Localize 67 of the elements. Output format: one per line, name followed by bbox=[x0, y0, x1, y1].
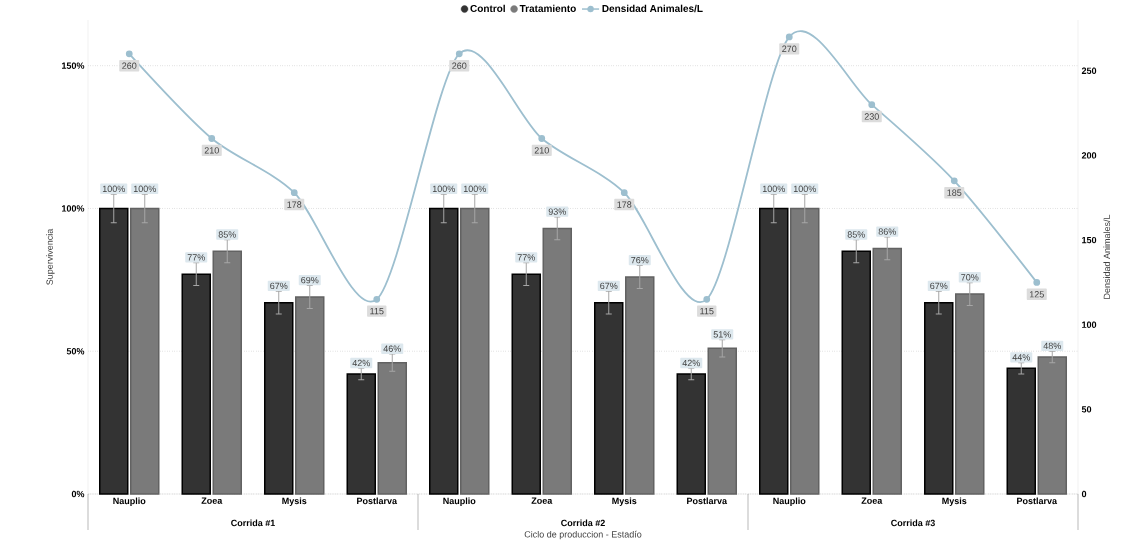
data-label: 230 bbox=[864, 113, 879, 120]
text: Corrida #2 bbox=[561, 519, 605, 527]
text: Corrida #1 bbox=[231, 519, 275, 527]
data-label: 44% bbox=[1012, 354, 1030, 361]
data-label: 260 bbox=[122, 62, 137, 69]
data-label: 51% bbox=[713, 331, 731, 338]
data-label: 77% bbox=[517, 254, 535, 261]
data-label: 178 bbox=[617, 201, 632, 208]
data-label: 69% bbox=[301, 276, 319, 284]
y2-tick-label: 250 bbox=[1081, 67, 1097, 74]
data-label: 100% bbox=[432, 185, 455, 192]
data-label: 93% bbox=[548, 208, 566, 215]
data-label: 86% bbox=[878, 228, 896, 235]
x-tick-label: Zoea bbox=[861, 497, 883, 504]
x-tick-label: Mysis bbox=[282, 497, 307, 506]
x-tick-label: Nauplio bbox=[113, 497, 146, 506]
data-label: 100% bbox=[762, 185, 785, 192]
data-label: 185 bbox=[947, 189, 962, 196]
y2-tick-label: 0 bbox=[1081, 490, 1087, 498]
data-label: 210 bbox=[534, 147, 549, 154]
data-label: 48% bbox=[1043, 342, 1061, 350]
y-tick-label: 50% bbox=[66, 348, 85, 355]
x-tick-label: Nauplio bbox=[773, 497, 806, 506]
x-tick-label: Zoea bbox=[201, 497, 223, 504]
text: Corrida #3 bbox=[891, 519, 935, 527]
y-tick-label: 0% bbox=[71, 490, 85, 498]
data-label: 85% bbox=[218, 231, 236, 238]
y2-tick-label: 150 bbox=[1082, 236, 1097, 244]
data-label: 115 bbox=[700, 308, 714, 315]
data-label: 100% bbox=[102, 185, 125, 192]
y-tick-label: 100% bbox=[62, 205, 85, 212]
data-label: 100% bbox=[463, 185, 486, 192]
data-label: 270 bbox=[782, 45, 797, 52]
x-tick-label: Postlarva bbox=[1017, 497, 1058, 505]
data-label: 67% bbox=[600, 282, 618, 290]
legend-label: Tratamiento bbox=[519, 4, 576, 13]
y2-tick-label: 200 bbox=[1081, 152, 1097, 159]
x-axis-title: Ciclo de produccion - Estadío bbox=[524, 530, 642, 540]
data-label: 67% bbox=[270, 282, 288, 290]
data-label: 76% bbox=[631, 256, 649, 264]
data-label: 77% bbox=[187, 254, 205, 261]
y2-axis-title: Densidad Animales/L bbox=[1103, 214, 1111, 299]
data-label: 85% bbox=[847, 231, 865, 238]
data-label: 260 bbox=[452, 62, 467, 69]
x-tick-label: Mysis bbox=[612, 497, 637, 506]
legend-label: Control bbox=[470, 4, 505, 13]
data-label: 210 bbox=[204, 147, 219, 154]
data-label: 115 bbox=[370, 308, 384, 315]
data-label: 100% bbox=[793, 185, 816, 192]
y2-tick-label: 50 bbox=[1081, 406, 1092, 413]
data-label: 42% bbox=[352, 359, 370, 367]
data-label: 70% bbox=[961, 274, 979, 281]
y-axis-title: Supervivencia bbox=[46, 228, 55, 285]
y-tick-label: 150% bbox=[62, 62, 85, 69]
data-label: 100% bbox=[133, 185, 156, 192]
data-label: 42% bbox=[682, 359, 700, 367]
data-label: 46% bbox=[383, 345, 401, 352]
x-tick-label: Zoea bbox=[531, 497, 553, 504]
x-tick-label: Nauplio bbox=[443, 497, 476, 506]
data-label: 178 bbox=[287, 201, 302, 208]
legend-label: Densidad Animales/L bbox=[602, 4, 703, 13]
data-label: 125 bbox=[1029, 291, 1044, 298]
y2-tick-label: 100 bbox=[1082, 321, 1097, 328]
x-tick-label: Postlarva bbox=[687, 497, 728, 505]
x-tick-label: Mysis bbox=[942, 497, 967, 506]
data-label: 67% bbox=[930, 282, 948, 290]
x-tick-label: Postlarva bbox=[357, 497, 398, 505]
